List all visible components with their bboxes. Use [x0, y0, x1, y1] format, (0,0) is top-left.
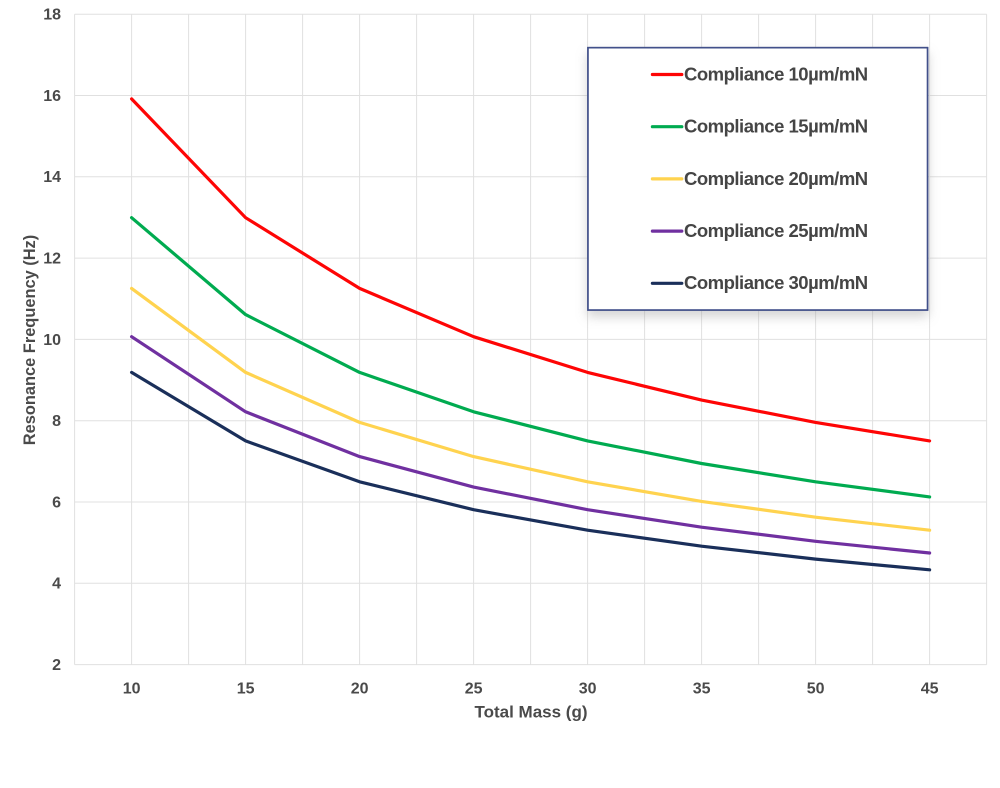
- svg-text:2: 2: [52, 657, 61, 674]
- svg-text:18: 18: [43, 7, 61, 24]
- svg-text:4: 4: [52, 576, 61, 593]
- svg-text:Resonance Frequency (Hz): Resonance Frequency (Hz): [21, 235, 39, 445]
- svg-text:8: 8: [52, 413, 61, 430]
- svg-text:45: 45: [921, 681, 939, 698]
- svg-text:10: 10: [43, 332, 61, 349]
- svg-text:10: 10: [123, 681, 141, 698]
- svg-text:Total Mass (g): Total Mass (g): [474, 703, 587, 722]
- svg-text:15: 15: [237, 681, 255, 698]
- svg-text:50: 50: [807, 681, 825, 698]
- svg-text:Compliance 30µm/mN: Compliance 30µm/mN: [684, 272, 868, 293]
- svg-text:20: 20: [351, 681, 369, 698]
- svg-text:16: 16: [43, 88, 61, 105]
- svg-text:Compliance 10µm/mN: Compliance 10µm/mN: [684, 63, 868, 84]
- svg-text:25: 25: [465, 681, 483, 698]
- svg-text:Compliance 25µm/mN: Compliance 25µm/mN: [684, 220, 868, 241]
- svg-text:Compliance 15µm/mN: Compliance 15µm/mN: [684, 116, 868, 137]
- svg-text:6: 6: [52, 494, 61, 511]
- svg-text:30: 30: [579, 681, 597, 698]
- svg-text:Compliance 20µm/mN: Compliance 20µm/mN: [684, 168, 868, 189]
- svg-text:12: 12: [43, 251, 61, 268]
- svg-text:14: 14: [43, 169, 61, 186]
- svg-text:35: 35: [693, 681, 711, 698]
